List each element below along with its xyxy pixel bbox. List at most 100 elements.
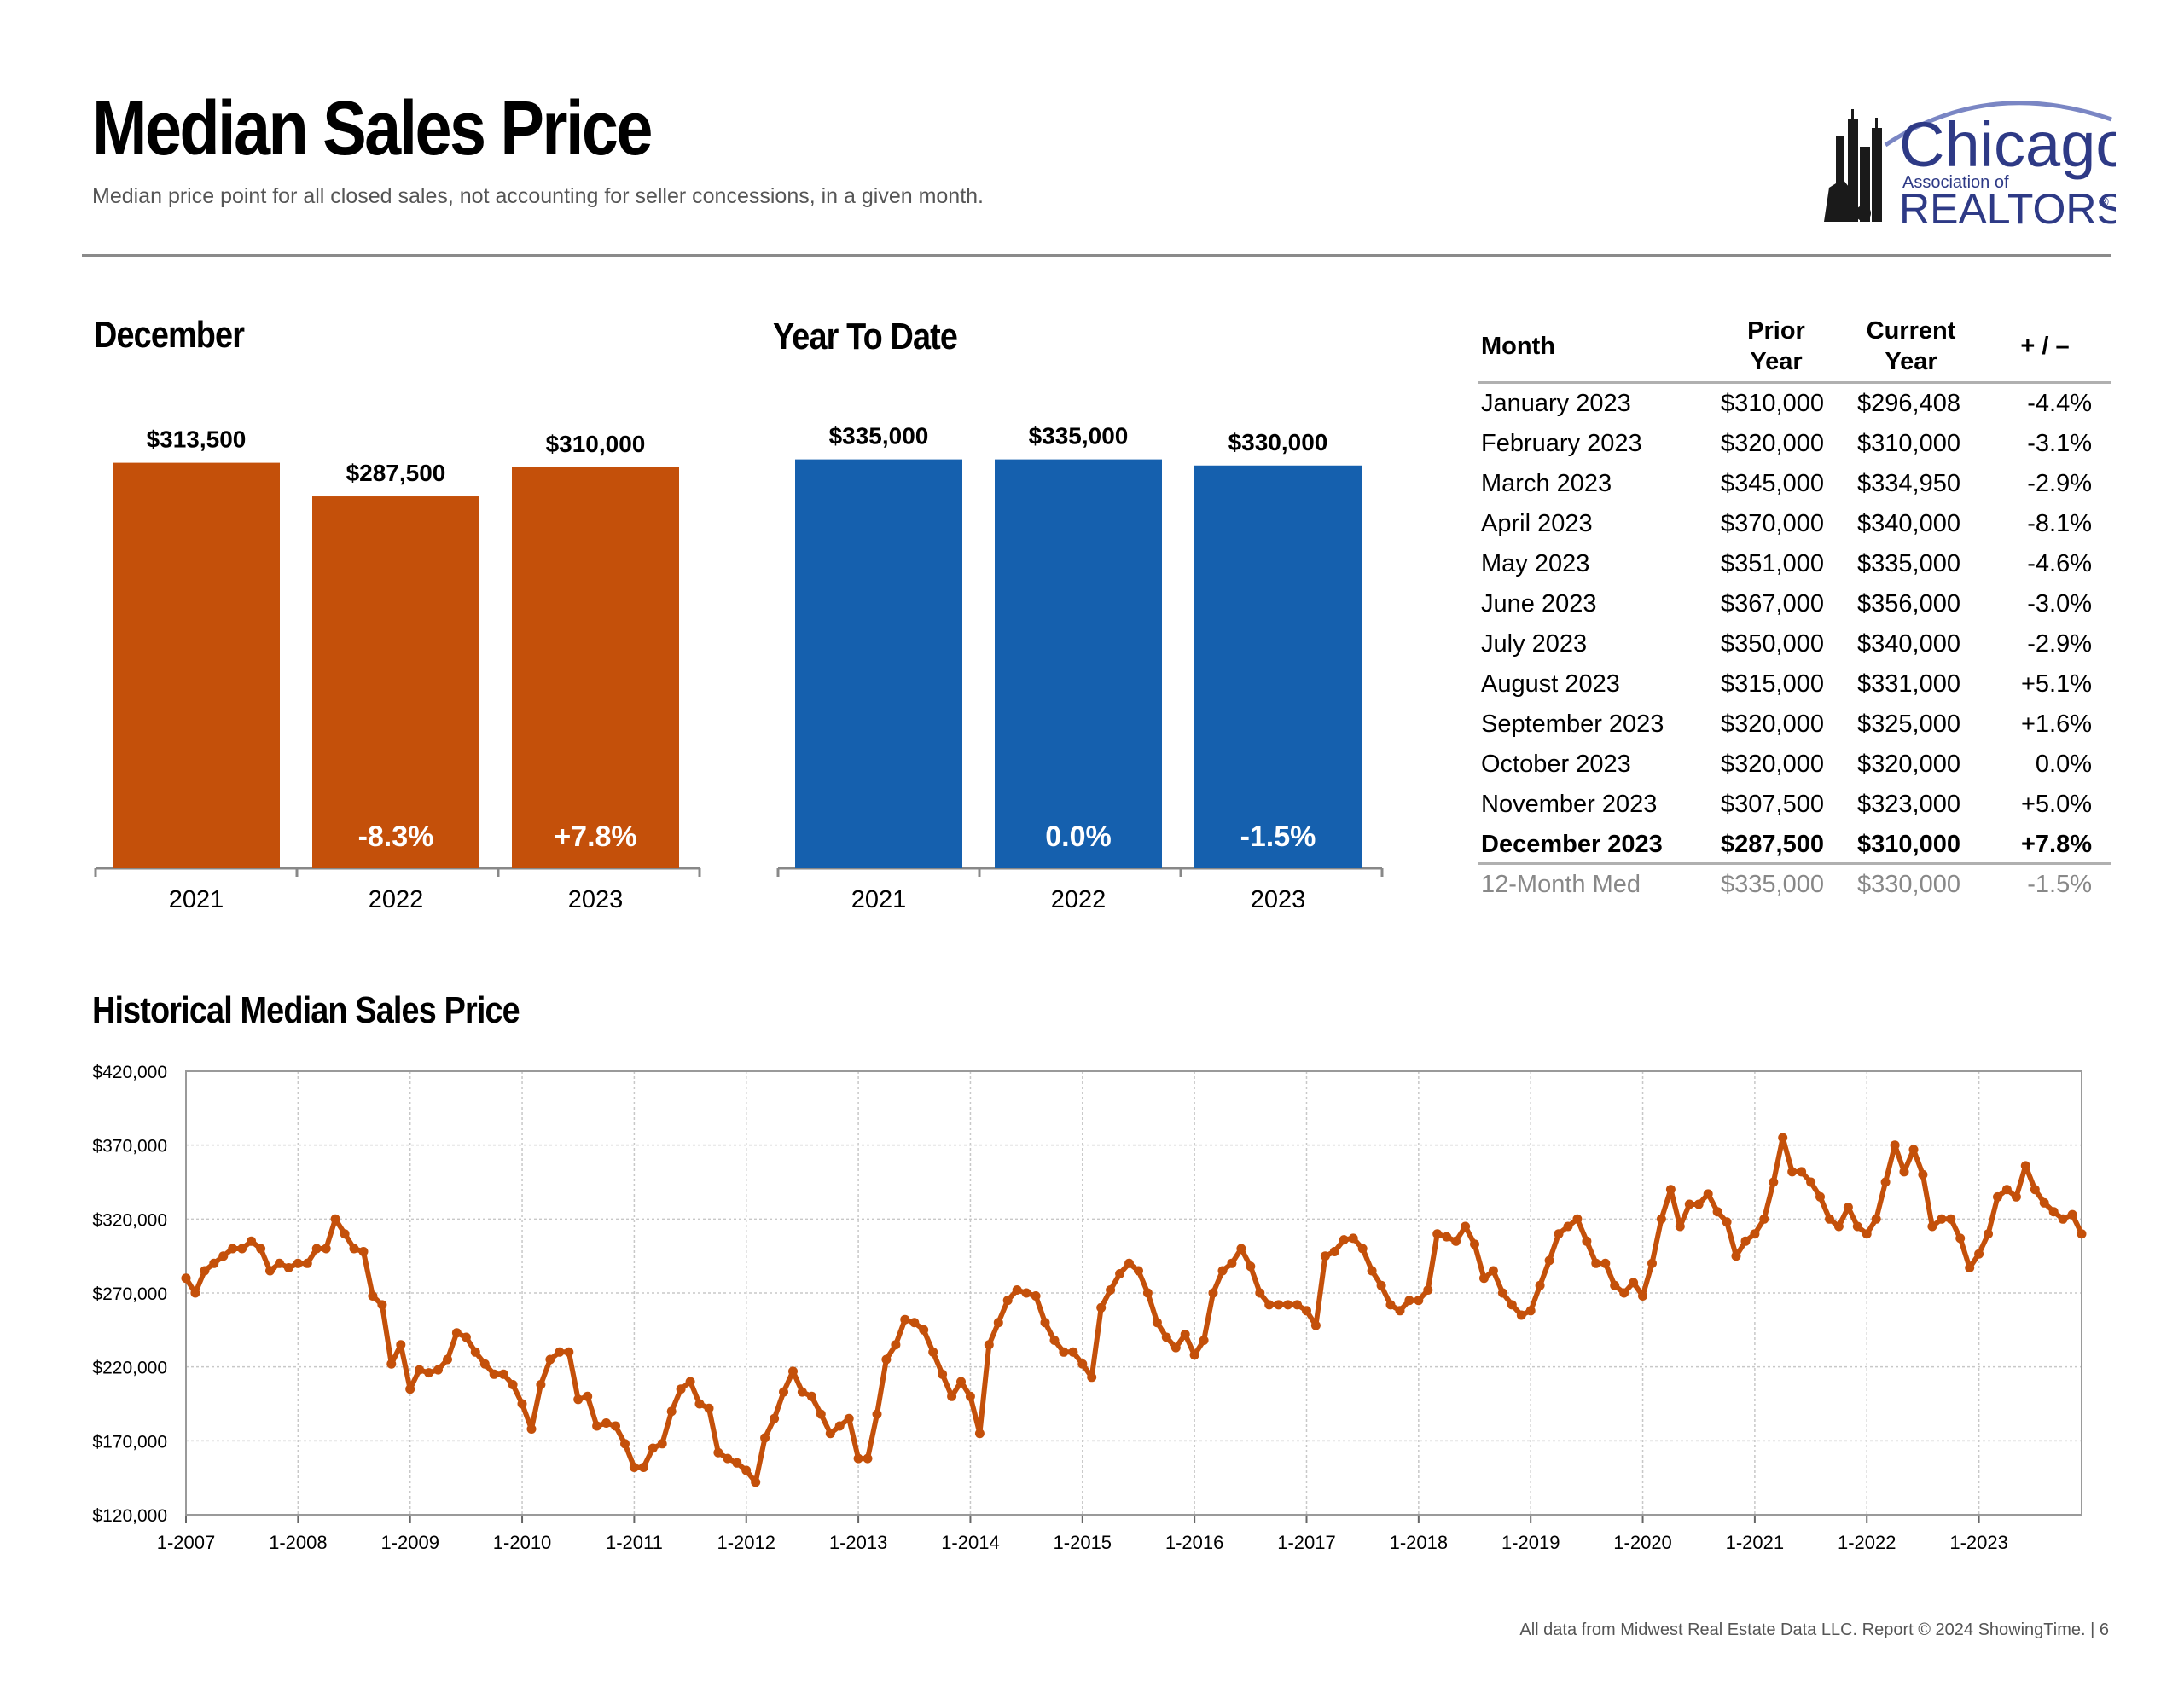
x-tick-label: 1-2022 — [1838, 1532, 1896, 1553]
data-point — [1890, 1140, 1900, 1151]
data-point — [1825, 1214, 1834, 1224]
data-point — [1255, 1288, 1265, 1298]
bar-change-label: -1.5% — [1240, 820, 1316, 853]
data-point — [1217, 1266, 1228, 1276]
data-point — [844, 1413, 854, 1423]
data-point — [1693, 1199, 1704, 1209]
data-point — [479, 1359, 490, 1369]
data-point — [881, 1354, 892, 1365]
x-tick-label: 1-2021 — [1726, 1532, 1785, 1553]
data-point — [1357, 1244, 1368, 1254]
x-tick-label: 1-2008 — [269, 1532, 328, 1553]
row-prior: $307,500 — [1721, 791, 1824, 818]
ytd-title: Year To Date — [773, 316, 958, 357]
data-point — [974, 1429, 985, 1439]
bar-2022 — [995, 459, 1162, 868]
row-current: $310,000 — [1857, 430, 1960, 457]
data-point — [806, 1391, 816, 1401]
data-point — [1049, 1336, 1060, 1345]
data-point — [648, 1443, 658, 1453]
data-point — [732, 1458, 742, 1468]
row-current: $340,000 — [1857, 630, 1960, 658]
data-point — [1124, 1258, 1134, 1268]
bar-category-label: 2022 — [369, 886, 424, 913]
data-point — [2020, 1161, 2030, 1171]
data-point — [386, 1359, 397, 1369]
data-point — [1031, 1291, 1041, 1301]
logo-line1: Chicago — [1899, 109, 2116, 180]
ytd-bar-chart: $335,000 2021 $335,000 0.0% 2022 $330,000 -1.5… — [776, 423, 1384, 913]
bar-2021 — [113, 462, 280, 868]
data-point — [2001, 1185, 2012, 1195]
table-body: January 2023 $310,000 $296,408 -4.4% Februar… — [1478, 384, 2111, 865]
data-point — [1769, 1177, 1779, 1187]
data-point — [723, 1453, 733, 1464]
data-point — [517, 1399, 527, 1409]
data-point — [368, 1291, 378, 1301]
x-tick-label: 1-2017 — [1277, 1532, 1336, 1553]
row-prior: $345,000 — [1721, 470, 1824, 497]
data-point — [1106, 1285, 1116, 1295]
bar-value-label: $313,500 — [147, 426, 247, 453]
x-tick-label: 1-2013 — [829, 1532, 888, 1553]
data-point — [1656, 1214, 1666, 1224]
data-point — [1432, 1229, 1443, 1239]
data-point — [1246, 1261, 1256, 1272]
data-point — [302, 1258, 312, 1268]
row-current: $335,000 — [1857, 550, 1960, 577]
data-point — [1283, 1300, 1293, 1310]
table-row: December 2023 $287,500 $310,000 +7.8% — [1478, 825, 2111, 865]
data-point — [377, 1300, 387, 1310]
logo-mark: ® — [2099, 195, 2109, 210]
y-tick-label: $170,000 — [92, 1432, 167, 1452]
data-point — [797, 1387, 807, 1397]
table-row: March 2023 $345,000 $334,950 -2.9% — [1478, 464, 2111, 504]
row-month: March 2023 — [1481, 470, 1612, 497]
row-month: October 2023 — [1481, 751, 1631, 778]
data-point — [265, 1266, 275, 1276]
data-point — [583, 1391, 593, 1401]
data-point — [443, 1354, 452, 1365]
data-point — [900, 1314, 910, 1325]
data-point — [1965, 1263, 1975, 1272]
x-tick-label: 1-2010 — [493, 1532, 552, 1553]
data-point — [489, 1369, 499, 1379]
table-row: February 2023 $320,000 $310,000 -3.1% — [1478, 424, 2111, 464]
bar-value-label: $335,000 — [829, 423, 929, 449]
data-point — [1264, 1300, 1275, 1310]
bar-category-label: 2023 — [568, 886, 624, 913]
row-month: February 2023 — [1481, 430, 1642, 457]
table-summary-row: 12-Month Med $335,000 $330,000 -1.5% — [1478, 865, 2111, 905]
data-point — [1984, 1229, 1993, 1239]
bar-value-label: $287,500 — [346, 460, 446, 486]
data-point — [909, 1318, 920, 1328]
data-point — [1759, 1214, 1769, 1224]
data-point — [2030, 1185, 2040, 1195]
data-point — [283, 1263, 293, 1272]
data-point — [1385, 1300, 1396, 1310]
data-point — [1152, 1318, 1162, 1328]
row-current: $296,408 — [1857, 390, 1960, 417]
table-row: June 2023 $367,000 $356,000 -3.0% — [1478, 584, 2111, 624]
data-point — [713, 1447, 723, 1458]
data-point — [1199, 1336, 1209, 1345]
data-point — [1554, 1229, 1564, 1239]
data-point — [928, 1347, 938, 1357]
summary-month: 12-Month Med — [1481, 871, 1641, 898]
data-point — [1189, 1350, 1199, 1360]
bar-value-label: $330,000 — [1228, 429, 1328, 455]
data-point — [611, 1421, 620, 1431]
row-month: January 2023 — [1481, 390, 1631, 417]
data-point — [1862, 1229, 1872, 1239]
page-title: Median Sales Price — [92, 86, 653, 171]
bar-category-label: 2021 — [169, 886, 224, 913]
data-point — [1329, 1247, 1339, 1256]
data-point — [498, 1369, 508, 1379]
table-row: September 2023 $320,000 $325,000 +1.6% — [1478, 704, 2111, 745]
data-point — [751, 1477, 761, 1487]
summary-change: -1.5% — [2027, 871, 2092, 898]
data-point — [1180, 1330, 1190, 1339]
row-current: $334,950 — [1857, 470, 1960, 497]
bar-value-label: $335,000 — [1029, 423, 1129, 449]
data-point — [1507, 1300, 1517, 1310]
